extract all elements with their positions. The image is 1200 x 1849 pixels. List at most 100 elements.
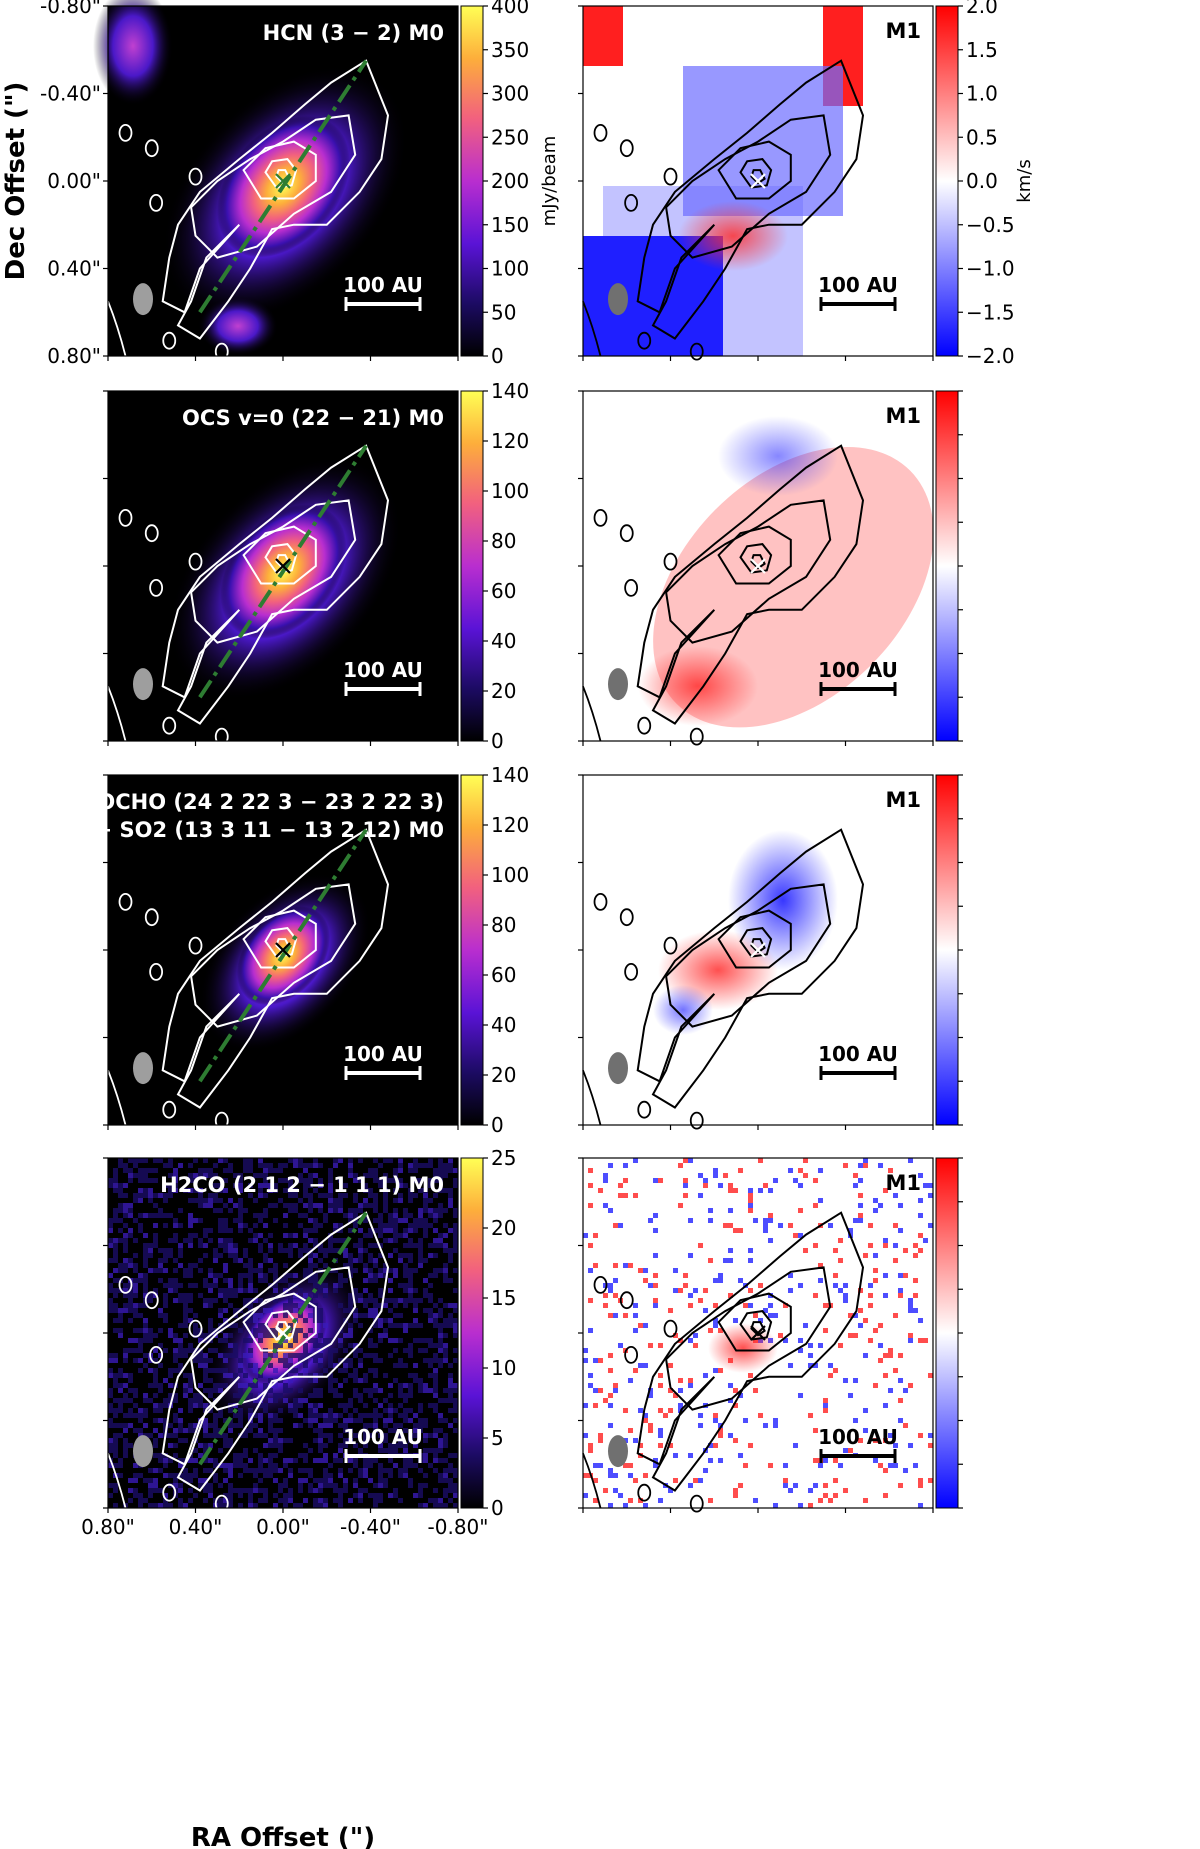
row4-m0-noise-pixel	[163, 1293, 168, 1298]
row4-m0-noise-pixel	[348, 1208, 353, 1213]
row4-m1-noise-pixel	[763, 1228, 768, 1233]
row4-m0-noise-pixel	[273, 1168, 278, 1173]
row4-m1-noise-pixel	[913, 1463, 918, 1468]
row4-m0-noise-pixel	[188, 1383, 193, 1388]
row4-m0-noise-pixel	[328, 1363, 333, 1368]
row4-m0-noise-pixel	[313, 1253, 318, 1258]
row4-m0-noise-pixel	[443, 1268, 448, 1273]
row3-m0-contour-speck-1	[118, 892, 133, 911]
row4-m1-noise-pixel	[883, 1493, 888, 1498]
row4-m0-noise-pixel	[373, 1198, 378, 1203]
row4-m0-noise-pixel	[448, 1193, 453, 1198]
row4-m0-contour-speck-4	[149, 1345, 164, 1364]
row4-m1-noise-pixel	[883, 1353, 888, 1358]
row4-m0-noise-pixel	[263, 1238, 268, 1243]
row4-m1-noise-pixel	[603, 1488, 608, 1493]
row4-m0-noise-pixel	[298, 1413, 303, 1418]
row4-m0-noise-pixel	[148, 1243, 153, 1248]
row4-m1-noise-pixel	[693, 1288, 698, 1293]
row4-m0-noise-pixel	[228, 1248, 233, 1253]
row4-m0-noise-pixel	[288, 1473, 293, 1478]
row4-m0-noise-pixel	[318, 1313, 323, 1318]
row4-m0-noise-pixel	[413, 1298, 418, 1303]
row4-m0-noise-pixel	[108, 1418, 113, 1423]
row1-m0-peak-cross	[275, 173, 291, 189]
row4-m0-noise-pixel	[123, 1443, 128, 1448]
row4-m0-noise-pixel	[263, 1353, 268, 1358]
row4-m0-noise-pixel	[288, 1183, 293, 1188]
row4-m0-noise-pixel	[173, 1453, 178, 1458]
row4-m0-noise-pixel	[453, 1238, 458, 1243]
row4-m0-noise-pixel	[318, 1243, 323, 1248]
row4-m0-noise-pixel	[283, 1313, 288, 1318]
row4-m0-noise-pixel	[223, 1503, 228, 1508]
row4-m1-noise-pixel	[738, 1453, 743, 1458]
row4-m0-noise-pixel	[198, 1198, 203, 1203]
row4-m0-noise-pixel	[343, 1253, 348, 1258]
row4-m0-noise-pixel	[328, 1413, 333, 1418]
row4-m0-noise-pixel	[373, 1168, 378, 1173]
row4-m0-noise-pixel	[318, 1353, 323, 1358]
row4-m0-noise-pixel	[338, 1208, 343, 1213]
row4-m0-noise-pixel	[423, 1388, 428, 1393]
row4-m0-noise-pixel	[158, 1468, 163, 1473]
row4-m1-noise-pixel	[748, 1208, 753, 1213]
row4-m1-noise-pixel	[678, 1163, 683, 1168]
row4-m0-noise-pixel	[428, 1373, 433, 1378]
row4-m0-noise-pixel	[153, 1393, 158, 1398]
row4-m0-noise-pixel	[258, 1273, 263, 1278]
row4-m1-noise-pixel	[868, 1283, 873, 1288]
row4-m0-noise-pixel	[133, 1198, 138, 1203]
row4-m0-noise-pixel	[238, 1208, 243, 1213]
row4-m0-noise-pixel	[348, 1358, 353, 1363]
row4-m0-noise-pixel	[348, 1218, 353, 1223]
row4-m0-noise-pixel	[133, 1358, 138, 1363]
row4-m0-noise-pixel	[108, 1178, 113, 1183]
row4-m1-noise-pixel	[768, 1213, 773, 1218]
row4-m0-noise-pixel	[123, 1293, 128, 1298]
row4-m1-noise-pixel	[608, 1353, 613, 1358]
row4-m0-noise-pixel	[388, 1468, 393, 1473]
row4-m0-noise-pixel	[163, 1318, 168, 1323]
row4-m0-noise-pixel	[238, 1413, 243, 1418]
row4-m1-noise-pixel	[863, 1408, 868, 1413]
row4-m0-noise-pixel	[143, 1328, 148, 1333]
row4-m1-noise-pixel	[688, 1218, 693, 1223]
row4-m0-noise-pixel	[268, 1308, 273, 1313]
row4-m0-noise-pixel	[303, 1228, 308, 1233]
row4-m0-noise-pixel	[258, 1173, 263, 1178]
row4-m0-noise-pixel	[118, 1398, 123, 1403]
row4-m0-noise-pixel	[453, 1468, 458, 1473]
row4-m0-noise-pixel	[273, 1443, 278, 1448]
row4-m0-noise-pixel	[238, 1383, 243, 1388]
row4-m0-noise-pixel	[283, 1353, 288, 1358]
row4-m0-noise-pixel	[328, 1188, 333, 1193]
row4-m0-noise-pixel	[333, 1363, 338, 1368]
row4-m0-noise-pixel	[243, 1313, 248, 1318]
row4-m0-noise-pixel	[113, 1423, 118, 1428]
row4-m0-noise-pixel	[168, 1473, 173, 1478]
row4-m0-noise-pixel	[288, 1438, 293, 1443]
row2-m1-scale-bar-label: 100 AU	[818, 658, 898, 682]
row3-m0-beam-ellipse	[133, 1052, 153, 1085]
row4-m0-noise-pixel	[368, 1253, 373, 1258]
row4-m0-noise-pixel	[218, 1408, 223, 1413]
row4-m0-noise-pixel	[418, 1263, 423, 1268]
row4-m1-noise-pixel	[903, 1248, 908, 1253]
row4-m1-noise-pixel	[643, 1323, 648, 1328]
row4-m0-noise-pixel	[378, 1288, 383, 1293]
row4-m0-noise-pixel	[283, 1213, 288, 1218]
row4-m1-noise-pixel	[878, 1343, 883, 1348]
row4-m0-noise-pixel	[173, 1353, 178, 1358]
row4-m0-noise-pixel	[203, 1458, 208, 1463]
row4-m1-noise-pixel	[613, 1313, 618, 1318]
row4-m0-noise-pixel	[318, 1183, 323, 1188]
row4-m0-noise-pixel	[133, 1193, 138, 1198]
row4-m0-noise-pixel	[338, 1158, 343, 1163]
row4-m0-noise-pixel	[183, 1503, 188, 1508]
row4-m1-noise-pixel	[858, 1178, 863, 1183]
row4-m0-noise-pixel	[303, 1358, 308, 1363]
row4-m0-noise-pixel	[153, 1358, 158, 1363]
row4-m0-noise-pixel	[178, 1463, 183, 1468]
row4-m1-noise-pixel	[918, 1173, 923, 1178]
